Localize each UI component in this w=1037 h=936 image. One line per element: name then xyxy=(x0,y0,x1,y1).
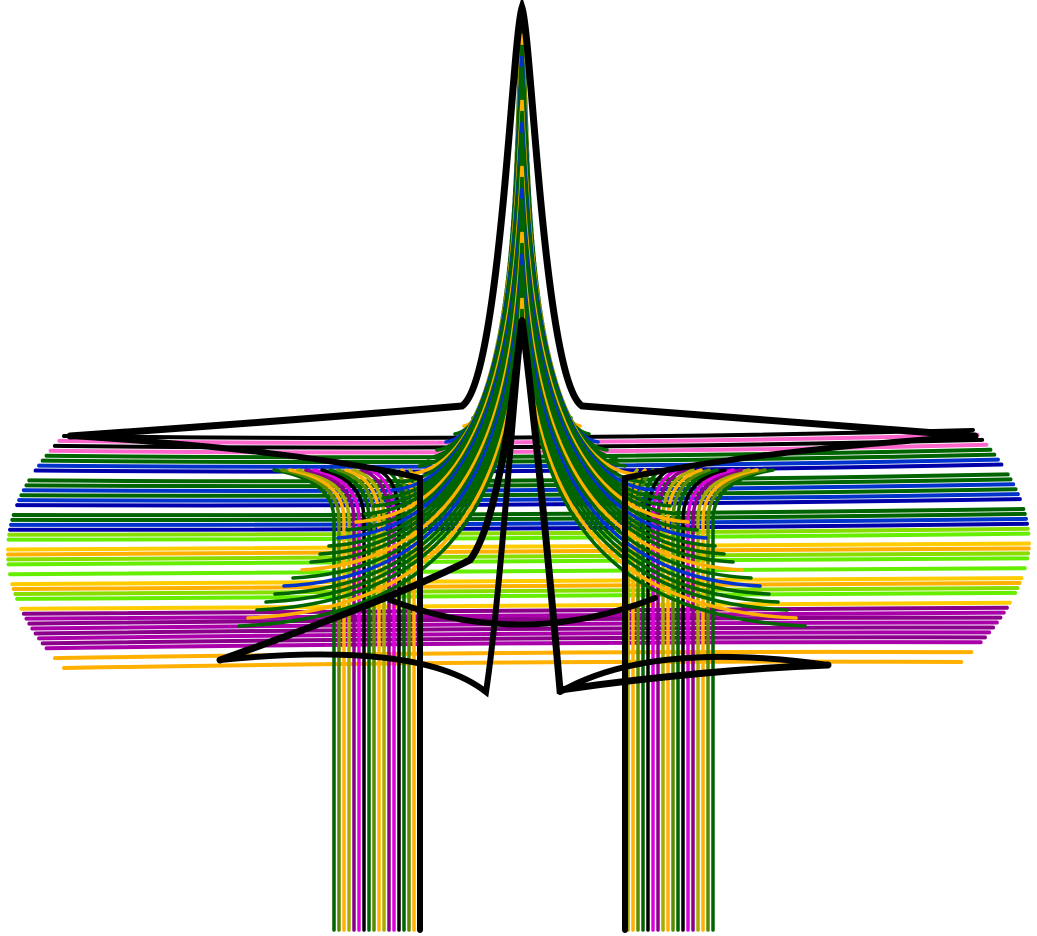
ring-line xyxy=(19,600,1012,611)
ring-line xyxy=(40,635,987,646)
ring-line xyxy=(7,561,1028,572)
ring-line xyxy=(6,536,1031,547)
ring-line xyxy=(30,467,1007,479)
leg-line xyxy=(711,468,775,932)
spike-line xyxy=(318,209,726,556)
spike-line xyxy=(237,308,807,628)
leg-line xyxy=(280,468,341,932)
leg-line xyxy=(288,468,346,932)
leg-line xyxy=(661,468,695,932)
ring-line xyxy=(6,556,1030,567)
ring-line xyxy=(8,566,1027,577)
outline-line xyxy=(387,595,658,628)
ring-line xyxy=(6,541,1031,552)
spike-line xyxy=(354,165,690,524)
leg-line xyxy=(706,468,767,932)
leg-line xyxy=(656,468,687,932)
ring-line xyxy=(37,630,992,641)
ring-line xyxy=(8,521,1029,532)
ring-line xyxy=(21,605,1009,616)
ring-line xyxy=(27,472,1010,484)
leg-line xyxy=(272,468,336,932)
leg-line xyxy=(701,468,759,932)
spike-line xyxy=(327,198,717,548)
leg-line xyxy=(296,468,351,932)
ring-line xyxy=(9,516,1028,527)
ring-line xyxy=(52,649,974,661)
ring-line xyxy=(33,462,1004,474)
ring-line xyxy=(19,487,1018,498)
ring-line xyxy=(21,482,1016,493)
ring-line xyxy=(11,581,1022,592)
leg-line xyxy=(352,468,386,932)
spike-line xyxy=(336,187,708,540)
ring-line xyxy=(13,585,1020,596)
ring-line xyxy=(9,571,1026,582)
ring-line xyxy=(62,659,964,670)
ring-line xyxy=(17,492,1020,503)
ring-line xyxy=(10,576,1024,587)
ring-line xyxy=(44,447,993,460)
leg-line xyxy=(686,468,735,932)
spike-line xyxy=(300,231,744,572)
ring-line xyxy=(27,615,1003,626)
spike-line xyxy=(363,154,681,516)
ring-line xyxy=(24,477,1013,489)
ring-line xyxy=(44,640,983,651)
ring-line xyxy=(57,654,969,666)
spike-line xyxy=(309,220,735,564)
ring-line xyxy=(33,625,996,636)
spike-line xyxy=(246,297,798,620)
ring-line xyxy=(62,428,975,440)
spike-line xyxy=(273,264,771,596)
ring-line xyxy=(40,452,997,465)
ring-line xyxy=(37,457,1000,469)
ring-line xyxy=(10,511,1027,523)
outline-line xyxy=(557,653,831,695)
spike-line xyxy=(291,242,753,580)
leg-line xyxy=(696,468,751,932)
spike-line xyxy=(282,253,762,588)
outline-line xyxy=(622,433,978,933)
outline xyxy=(66,0,979,933)
ring-line xyxy=(17,595,1015,606)
ring-line xyxy=(6,551,1031,562)
ring-line xyxy=(13,502,1024,513)
ring-line xyxy=(15,497,1022,508)
ring-line xyxy=(48,645,979,656)
outline-line xyxy=(217,317,525,698)
leg-line xyxy=(691,468,743,932)
spike-line xyxy=(345,176,699,532)
outline-line xyxy=(67,433,423,933)
ring-line xyxy=(11,506,1026,518)
ring-line xyxy=(7,526,1030,537)
ring-line xyxy=(6,546,1031,557)
ring-line xyxy=(15,590,1018,601)
ring-line xyxy=(6,531,1031,542)
leg-line xyxy=(312,468,361,932)
ring-line xyxy=(24,610,1006,621)
outline-line xyxy=(66,0,979,440)
leg-line xyxy=(304,468,356,932)
